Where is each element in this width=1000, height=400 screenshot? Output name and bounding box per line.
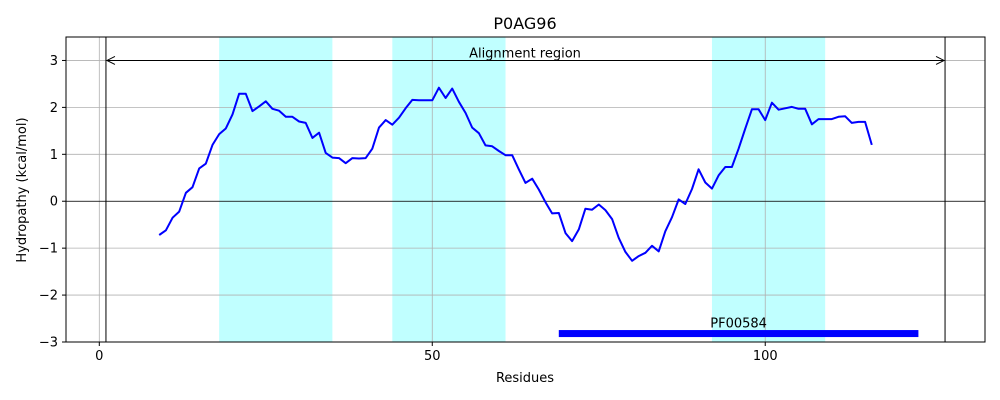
x-axis-label: Residues (496, 371, 554, 386)
shaded-region (219, 37, 333, 342)
y-tick-label: 3 (50, 54, 58, 69)
alignment-arrowhead-right (935, 56, 946, 65)
y-axis-ticks: −3 −2 −1 0 1 2 3 (39, 54, 66, 351)
y-axis-label: Hydropathy (kcal/mol) (15, 117, 30, 262)
chart-title: P0AG96 (493, 14, 556, 33)
domain-bar (558, 330, 919, 338)
y-tick-label: −3 (39, 336, 58, 351)
alignment-arrowhead-left (105, 56, 116, 65)
hydropathy-line (158, 86, 873, 262)
alignment-arrow-group: Alignment region (105, 46, 946, 65)
y-tick-label: −1 (39, 242, 58, 257)
grid-lines (66, 37, 985, 343)
x-tick-label: 0 (95, 349, 103, 364)
x-tick-label: 50 (424, 349, 441, 364)
domain-label: PF00584 (710, 317, 767, 332)
x-axis-ticks: 0 50 100 (95, 342, 778, 364)
domain-bar-group: PF00584 (558, 317, 919, 338)
y-tick-label: −2 (39, 289, 58, 304)
shaded-region (392, 37, 506, 342)
series-group (158, 86, 873, 262)
y-tick-label: 2 (50, 101, 58, 116)
alignment-label: Alignment region (469, 46, 581, 61)
shaded-regions (219, 37, 826, 342)
y-tick-label: 0 (50, 195, 58, 210)
shaded-region (711, 37, 826, 342)
y-tick-label: 1 (50, 148, 58, 163)
alignment-boundaries (105, 37, 946, 342)
x-tick-label: 100 (753, 349, 778, 364)
plot-frame (65, 36, 986, 343)
